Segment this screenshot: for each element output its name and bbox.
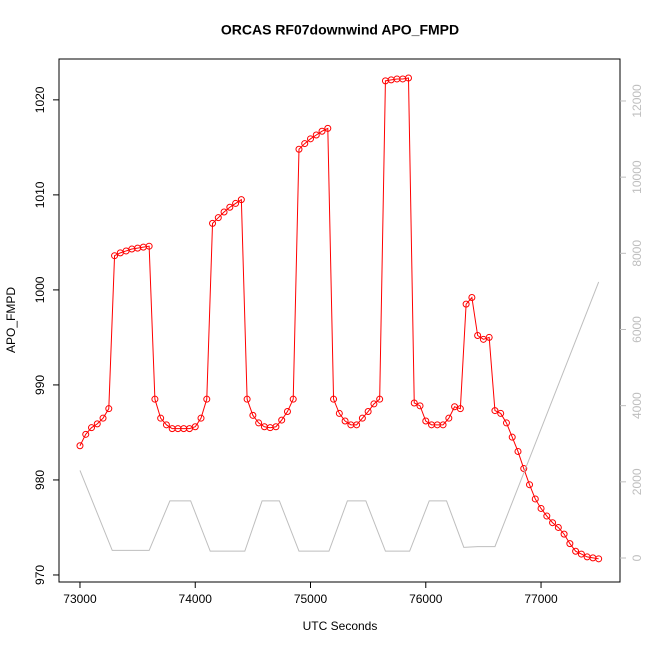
data-point [76,442,84,450]
data-point [566,540,574,548]
x-tick-label: 77000 [524,592,558,606]
data-point [243,395,251,403]
data-point [197,414,205,422]
data-point [514,447,522,455]
data-point [93,420,101,428]
data-point [549,519,557,527]
data-point [502,419,510,427]
data-point [364,408,372,416]
x-tick-label: 75000 [294,592,328,606]
data-point [439,421,447,429]
data-point [237,196,245,204]
data-point [595,555,603,563]
data-point [255,419,263,427]
data-point [353,421,361,429]
data-point [203,395,211,403]
data-point [485,333,493,341]
y-tick-label: 990 [33,375,47,395]
data-point [191,423,199,431]
data-point [82,430,90,438]
data-point [554,523,562,531]
data-point [157,414,165,422]
y-tick-label: 1010 [33,181,47,208]
data-point [220,208,228,216]
y-axis-title: APO_FMPD [4,287,18,353]
data-point [491,407,499,415]
y2-tick-label: 0 [630,554,644,561]
data-point [508,433,516,441]
data-point [468,294,476,302]
data-point [531,495,539,503]
data-point [226,203,234,211]
data-point [335,409,343,417]
data-point [416,402,424,410]
data-point [376,395,384,403]
data-point [307,135,315,143]
data-point [462,300,470,308]
y-tick-label: 970 [33,565,47,585]
data-point [301,140,309,148]
y-tick-label: 1000 [33,276,47,303]
data-point [162,421,170,429]
data-point [232,199,240,207]
series-line [79,281,600,552]
data-point [312,131,320,139]
x-axis-title: UTC Seconds [303,619,378,633]
data-point [151,395,159,403]
data-point [105,405,113,413]
data-point [88,424,96,432]
x-tick-label: 73000 [63,592,97,606]
y2-tick-label: 6000 [630,316,644,343]
data-point [410,399,418,407]
data-point [209,219,217,227]
data-point [341,417,349,425]
y-tick-label: 980 [33,470,47,490]
data-point [330,395,338,403]
data-point [214,214,222,222]
data-point [520,465,528,473]
y2-tick-label: 8000 [630,240,644,267]
data-point [474,332,482,340]
data-point [560,530,568,538]
data-point [324,124,332,132]
data-point [404,74,412,82]
data-point [111,252,119,260]
data-point [289,395,297,403]
data-point [249,411,257,419]
x-tick-label: 74000 [179,592,213,606]
data-point [278,416,286,424]
data-point [318,127,326,135]
y2-tick-label: 4000 [630,392,644,419]
data-point [272,423,280,431]
data-point [295,145,303,153]
data-point [445,414,453,422]
data-point [543,512,551,520]
data-point [456,405,464,413]
data-point [422,417,430,425]
data-point [497,409,505,417]
y2-tick-label: 10000 [630,160,644,194]
data-point [370,400,378,408]
y2-tick-label: 2000 [630,468,644,495]
series-line [79,77,599,560]
data-point [99,414,107,422]
data-point [358,414,366,422]
y2-tick-label: 12000 [630,84,644,118]
plot-frame [58,58,621,583]
data-point [145,242,153,250]
data-point [572,547,580,555]
data-point [577,550,585,558]
y-tick-label: 1020 [33,86,47,113]
data-point [526,481,534,489]
data-point [283,408,291,416]
chart-title: ORCAS RF07downwind APO_FMPD [221,22,459,38]
x-tick-label: 76000 [409,592,443,606]
data-point [537,504,545,512]
